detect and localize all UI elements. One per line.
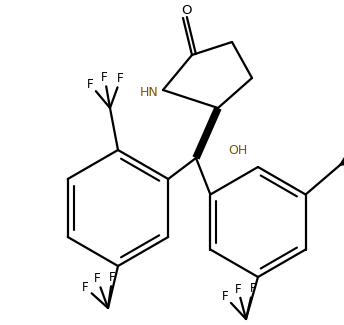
Text: F: F xyxy=(235,282,241,295)
Text: F: F xyxy=(87,78,93,91)
Text: F: F xyxy=(250,282,256,295)
Text: F: F xyxy=(94,272,101,285)
Text: O: O xyxy=(181,4,191,17)
Text: F: F xyxy=(82,281,88,294)
Text: F: F xyxy=(117,72,124,85)
Text: OH: OH xyxy=(228,144,248,157)
Text: HN: HN xyxy=(140,86,158,99)
Text: F: F xyxy=(101,71,108,84)
Text: F: F xyxy=(222,290,228,303)
Text: F: F xyxy=(109,271,116,284)
